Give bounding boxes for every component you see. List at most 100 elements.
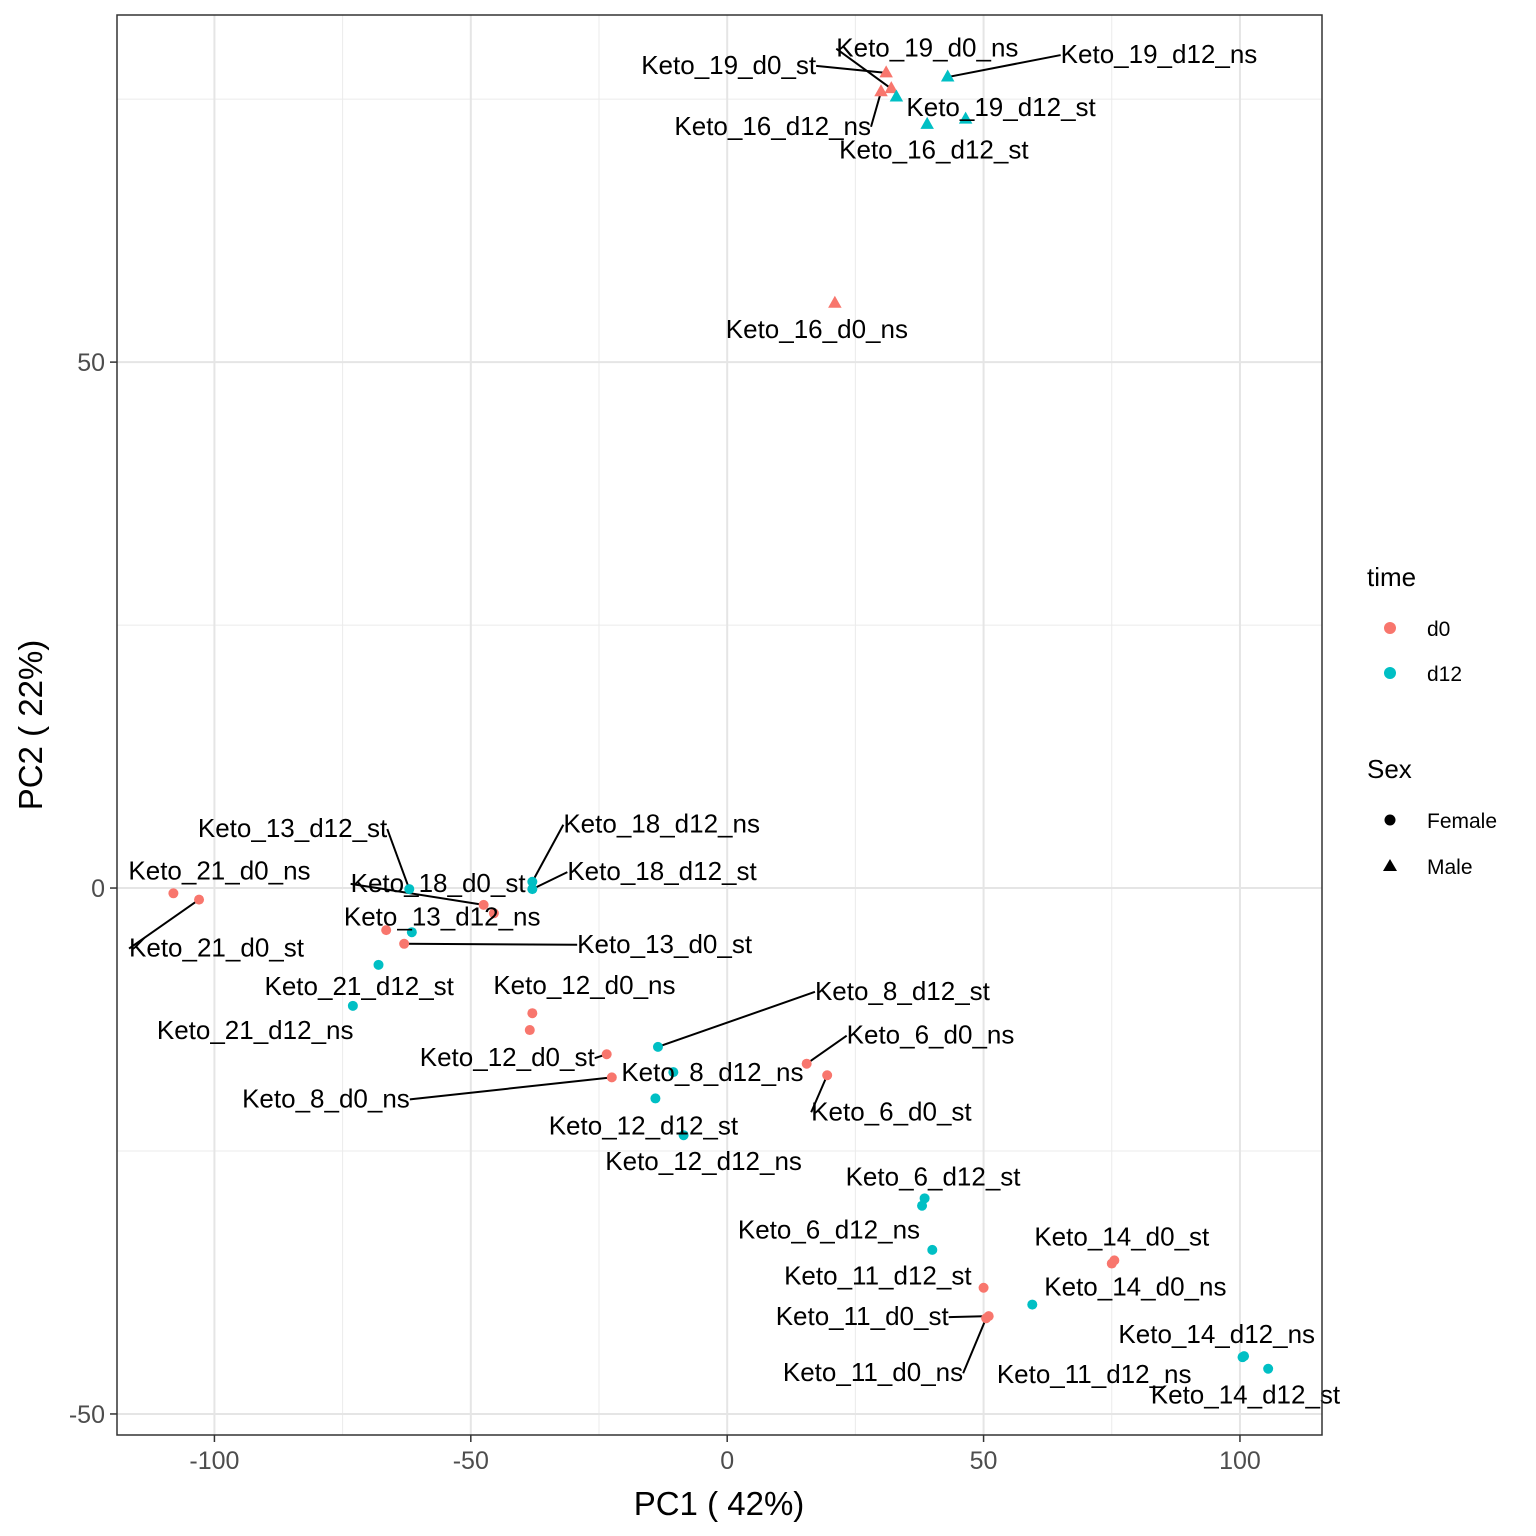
leader-line bbox=[806, 1034, 848, 1065]
point-female-d12 bbox=[404, 884, 415, 895]
point-female-d0 bbox=[488, 908, 499, 919]
point-male-d0 bbox=[874, 84, 888, 97]
point-female-d0 bbox=[1106, 1258, 1117, 1269]
legend-sex-title: Sex bbox=[1367, 754, 1412, 784]
point-female-d12 bbox=[678, 1130, 689, 1141]
point-label: Keto_16_d0_ns bbox=[726, 314, 908, 344]
point-female-d0 bbox=[524, 1025, 535, 1036]
point-label: Keto_16_d12_ns bbox=[674, 111, 871, 141]
point-male-d12 bbox=[958, 111, 973, 124]
point-female-d12 bbox=[650, 1093, 661, 1104]
leader-line bbox=[816, 64, 887, 74]
point-label: Keto_14_d12_ns bbox=[1118, 1319, 1315, 1349]
point-male-d12 bbox=[889, 89, 904, 102]
leader-line bbox=[409, 1076, 612, 1101]
legend-time-title: time bbox=[1367, 562, 1416, 592]
point-male-d12 bbox=[940, 69, 955, 82]
leader-line bbox=[870, 91, 882, 128]
x-tick-label: -100 bbox=[189, 1447, 239, 1475]
point-female-d0 bbox=[606, 1072, 617, 1083]
point-female-d12 bbox=[1263, 1363, 1274, 1374]
point-label: Keto_13_d12_st bbox=[198, 813, 388, 843]
point-female-d0 bbox=[801, 1058, 812, 1069]
label-leader-lines bbox=[128, 47, 1061, 1374]
x-axis-title: PC1 ( 42%) bbox=[634, 1485, 805, 1522]
point-female-d0 bbox=[168, 888, 179, 899]
leader-line bbox=[947, 54, 1061, 79]
point-label: Keto_12_d12_ns bbox=[605, 1146, 802, 1176]
point-female-d12 bbox=[652, 1041, 663, 1052]
point-label: Keto_19_d0_st bbox=[641, 50, 817, 80]
point-female-d0 bbox=[822, 1070, 833, 1081]
point-label: Keto_18_d12_ns bbox=[563, 809, 760, 839]
legend-female-key bbox=[1384, 814, 1396, 826]
point-female-d12 bbox=[347, 1000, 358, 1011]
x-tick-label: 100 bbox=[1219, 1447, 1261, 1475]
legend: time d0 d12 Sex Female Male bbox=[1367, 562, 1497, 879]
leader-line bbox=[810, 1074, 829, 1113]
point-label: Keto_6_d12_st bbox=[846, 1161, 1022, 1191]
point-label: Keto_6_d12_ns bbox=[738, 1215, 920, 1245]
point-female-d12 bbox=[917, 1200, 928, 1211]
point-label: Keto_8_d0_ns bbox=[242, 1083, 410, 1113]
leader-line bbox=[350, 882, 484, 906]
legend-male-key bbox=[1383, 859, 1397, 871]
legend-female-label: Female bbox=[1427, 810, 1497, 833]
legend-d0-label: d0 bbox=[1427, 618, 1450, 641]
plot-border bbox=[116, 14, 1323, 1436]
leader-line bbox=[128, 898, 200, 950]
point-label: Keto_16_d12_st bbox=[839, 134, 1029, 164]
point-female-d12 bbox=[406, 927, 417, 938]
point-female-d12 bbox=[927, 1244, 938, 1255]
y-tick-label: 0 bbox=[91, 875, 105, 903]
point-label: Keto_6_d0_ns bbox=[847, 1020, 1015, 1050]
point-female-d12 bbox=[668, 1067, 679, 1078]
legend-male-label: Male bbox=[1427, 856, 1473, 879]
point-female-d0 bbox=[478, 899, 489, 910]
leader-line bbox=[657, 990, 816, 1048]
point-male-d0 bbox=[879, 65, 893, 78]
point-label: Keto_12_d12_st bbox=[549, 1110, 739, 1140]
point-label: Keto_14_d0_ns bbox=[1044, 1272, 1226, 1302]
point-male-d0 bbox=[828, 295, 842, 308]
leader-line bbox=[531, 824, 565, 883]
x-tick-label: -50 bbox=[453, 1447, 489, 1475]
point-label: Keto_11_d12_ns bbox=[997, 1359, 1192, 1389]
point-male-d12 bbox=[920, 116, 934, 129]
point-label: Keto_19_d12_st bbox=[906, 92, 1096, 122]
leader-line bbox=[386, 828, 411, 890]
plot-panel bbox=[117, 15, 1322, 1435]
point-female-d12 bbox=[1027, 1299, 1038, 1310]
point-label: Keto_13_d0_st bbox=[577, 929, 753, 959]
point-label: Keto_12_d0_st bbox=[420, 1042, 596, 1072]
point-label: Keto_14_d0_st bbox=[1034, 1221, 1210, 1251]
grid-lines bbox=[117, 15, 1322, 1435]
point-label: Keto_21_d0_st bbox=[129, 933, 305, 963]
point-label: Keto_21_d12_st bbox=[265, 971, 455, 1001]
point-male-d0 bbox=[884, 81, 899, 94]
axis-ticks: -100 -50 0 50 100 -50 0 50 bbox=[69, 349, 1261, 1475]
point-female-d12 bbox=[527, 884, 538, 895]
point-labels: Keto_19_d0_ns Keto_19_d0_st Keto_16_d12_ns… bbox=[128, 33, 1341, 1410]
point-label: Keto_12_d0_ns bbox=[493, 970, 675, 1000]
point-female-d0 bbox=[978, 1282, 989, 1293]
point-label: Keto_6_d0_st bbox=[811, 1096, 972, 1126]
leader-line bbox=[404, 942, 578, 946]
leader-line bbox=[531, 871, 568, 890]
point-label: Keto_11_d0_st bbox=[776, 1301, 950, 1331]
data-points bbox=[168, 65, 1274, 1374]
point-label: Keto_21_d12_ns bbox=[157, 1015, 354, 1045]
point-label: Keto_8_d12_st bbox=[815, 976, 991, 1006]
point-female-d12 bbox=[1239, 1351, 1250, 1362]
point-female-d0 bbox=[981, 1313, 992, 1324]
x-tick-label: 0 bbox=[720, 1447, 734, 1475]
point-female-d0 bbox=[381, 925, 392, 936]
point-female-d0 bbox=[601, 1049, 612, 1060]
point-label: Keto_19_d0_ns bbox=[836, 33, 1018, 63]
legend-d12-label: d12 bbox=[1427, 663, 1462, 686]
y-tick-label: 50 bbox=[77, 349, 105, 377]
point-female-d12 bbox=[527, 876, 538, 887]
point-female-d12 bbox=[373, 959, 384, 970]
point-label: Keto_11_d12_st bbox=[784, 1261, 972, 1291]
